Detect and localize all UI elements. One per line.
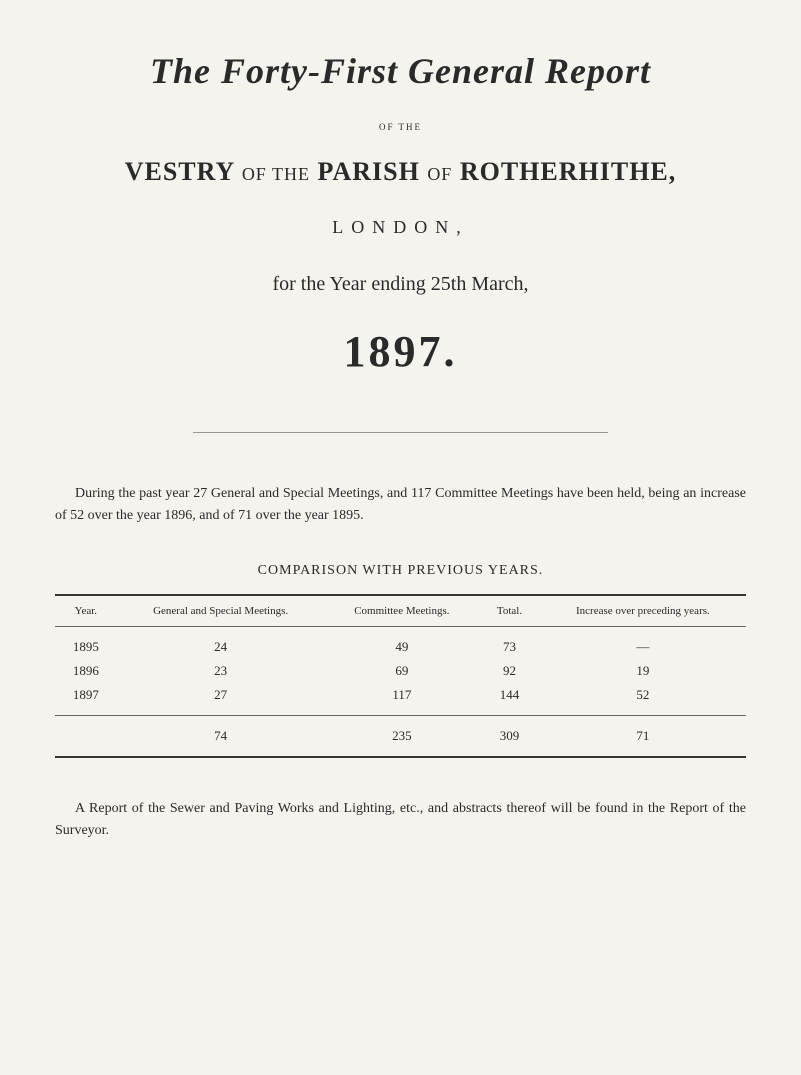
totals-increase: 71 — [540, 716, 746, 758]
cell-committee: 117 — [325, 683, 480, 716]
vestry-parish-line: VESTRY OF THE PARISH OF ROTHERHITHE, — [55, 157, 746, 187]
totals-year — [55, 716, 117, 758]
header-total: Total. — [479, 595, 540, 627]
cell-increase: 19 — [540, 659, 746, 683]
cell-committee: 49 — [325, 627, 480, 660]
table-title: COMPARISON WITH PREVIOUS YEARS. — [55, 563, 746, 579]
cell-year: 1897 — [55, 683, 117, 716]
rotherhithe-word: ROTHERHITHE, — [460, 157, 676, 186]
of-the-small: OF THE — [242, 164, 310, 184]
header-general: General and Special Meetings. — [117, 595, 325, 627]
divider-line — [193, 432, 608, 433]
cell-year: 1896 — [55, 659, 117, 683]
of-the-label: OF THE — [55, 122, 746, 132]
vestry-word: VESTRY — [125, 157, 235, 186]
cell-increase: — — [540, 627, 746, 660]
cell-increase: 52 — [540, 683, 746, 716]
header-year: Year. — [55, 595, 117, 627]
table-row: 1895 24 49 73 — — [55, 627, 746, 660]
for-the-year-label: for the Year ending 25th March, — [55, 273, 746, 296]
cell-year: 1895 — [55, 627, 117, 660]
cell-committee: 69 — [325, 659, 480, 683]
totals-general: 74 — [117, 716, 325, 758]
cell-general: 24 — [117, 627, 325, 660]
header-committee: Committee Meetings. — [325, 595, 480, 627]
parish-word: PARISH — [318, 157, 420, 186]
cell-general: 23 — [117, 659, 325, 683]
cell-total: 73 — [479, 627, 540, 660]
of-small: OF — [427, 164, 452, 184]
header-increase: Increase over preceding years. — [540, 595, 746, 627]
table-row: 1897 27 117 144 52 — [55, 683, 746, 716]
totals-committee: 235 — [325, 716, 480, 758]
table-header-row: Year. General and Special Meetings. Comm… — [55, 595, 746, 627]
body-paragraph: During the past year 27 General and Spec… — [55, 483, 746, 528]
cell-general: 27 — [117, 683, 325, 716]
london-label: LONDON, — [55, 217, 746, 238]
cell-total: 92 — [479, 659, 540, 683]
table-totals-row: 74 235 309 71 — [55, 716, 746, 758]
table-row: 1896 23 69 92 19 — [55, 659, 746, 683]
totals-total: 309 — [479, 716, 540, 758]
cell-total: 144 — [479, 683, 540, 716]
footer-paragraph: A Report of the Sewer and Paving Works a… — [55, 798, 746, 843]
report-title: The Forty-First General Report — [55, 50, 746, 92]
year-large: 1897. — [55, 326, 746, 377]
comparison-table: Year. General and Special Meetings. Comm… — [55, 594, 746, 758]
